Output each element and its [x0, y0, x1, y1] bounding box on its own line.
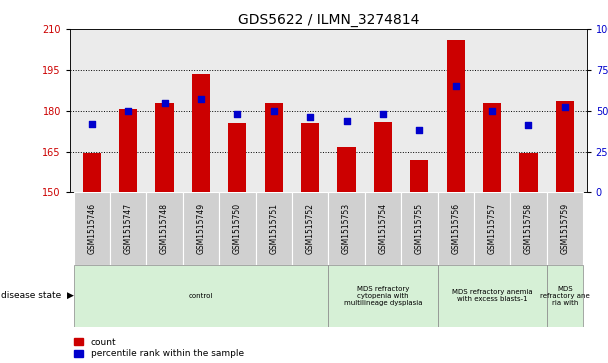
Point: [378, 111, 388, 117]
Bar: [301, 123, 319, 192]
Bar: [556, 101, 574, 192]
Text: GSM1515755: GSM1515755: [415, 203, 424, 254]
Point: [160, 99, 170, 105]
Legend: count, percentile rank within the sample: count, percentile rank within the sample: [74, 338, 244, 359]
Point: [305, 114, 315, 120]
Text: GSM1515750: GSM1515750: [233, 203, 242, 254]
Bar: [401, 192, 438, 265]
Point: [232, 111, 242, 117]
Bar: [255, 192, 292, 265]
Text: GSM1515752: GSM1515752: [306, 203, 314, 254]
Bar: [156, 103, 174, 192]
Bar: [328, 265, 438, 327]
Bar: [328, 192, 365, 265]
Bar: [510, 192, 547, 265]
Text: GSM1515756: GSM1515756: [451, 203, 460, 254]
Text: GSM1515753: GSM1515753: [342, 203, 351, 254]
Text: control: control: [188, 293, 213, 299]
Bar: [192, 74, 210, 192]
Bar: [228, 123, 246, 192]
Bar: [410, 160, 429, 192]
Text: disease state  ▶: disease state ▶: [1, 291, 74, 300]
Bar: [110, 192, 147, 265]
Bar: [547, 265, 583, 327]
Point: [269, 108, 278, 114]
Bar: [337, 147, 356, 192]
Bar: [292, 192, 328, 265]
Point: [560, 105, 570, 110]
Bar: [119, 109, 137, 192]
Text: MDS
refractory ane
ria with: MDS refractory ane ria with: [540, 286, 590, 306]
Text: GSM1515759: GSM1515759: [561, 203, 569, 254]
Bar: [183, 192, 219, 265]
Bar: [74, 192, 110, 265]
Text: GSM1515751: GSM1515751: [269, 203, 278, 254]
Bar: [219, 192, 255, 265]
Bar: [438, 192, 474, 265]
Point: [523, 123, 533, 129]
Point: [451, 83, 461, 89]
Bar: [483, 103, 501, 192]
Bar: [365, 192, 401, 265]
Bar: [519, 153, 537, 192]
Text: GSM1515758: GSM1515758: [524, 203, 533, 254]
Bar: [547, 192, 583, 265]
Bar: [447, 40, 465, 192]
Bar: [374, 122, 392, 192]
Text: GSM1515757: GSM1515757: [488, 203, 497, 254]
Text: GSM1515749: GSM1515749: [196, 203, 206, 254]
Bar: [474, 192, 510, 265]
Text: GSM1515754: GSM1515754: [378, 203, 387, 254]
Bar: [438, 265, 547, 327]
Text: GSM1515746: GSM1515746: [88, 203, 96, 254]
Point: [415, 127, 424, 133]
Point: [196, 97, 206, 102]
Bar: [264, 103, 283, 192]
Title: GDS5622 / ILMN_3274814: GDS5622 / ILMN_3274814: [238, 13, 419, 26]
Bar: [74, 265, 328, 327]
Text: GSM1515748: GSM1515748: [160, 203, 169, 254]
Point: [123, 108, 133, 114]
Point: [342, 118, 351, 123]
Text: MDS refractory anemia
with excess blasts-1: MDS refractory anemia with excess blasts…: [452, 289, 533, 302]
Bar: [83, 153, 101, 192]
Point: [487, 108, 497, 114]
Text: MDS refractory
cytopenia with
multilineage dysplasia: MDS refractory cytopenia with multilinea…: [344, 286, 422, 306]
Point: [87, 121, 97, 127]
Text: GSM1515747: GSM1515747: [123, 203, 133, 254]
Bar: [147, 192, 183, 265]
